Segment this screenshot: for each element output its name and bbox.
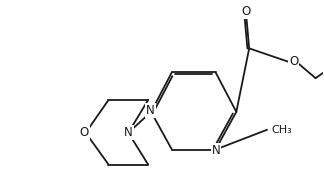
Text: O: O xyxy=(242,5,251,18)
Text: N: N xyxy=(124,126,133,139)
Text: O: O xyxy=(289,55,298,68)
Text: O: O xyxy=(79,126,89,139)
Text: N: N xyxy=(146,104,155,117)
Text: CH₃: CH₃ xyxy=(272,125,293,135)
Text: N: N xyxy=(212,144,221,157)
